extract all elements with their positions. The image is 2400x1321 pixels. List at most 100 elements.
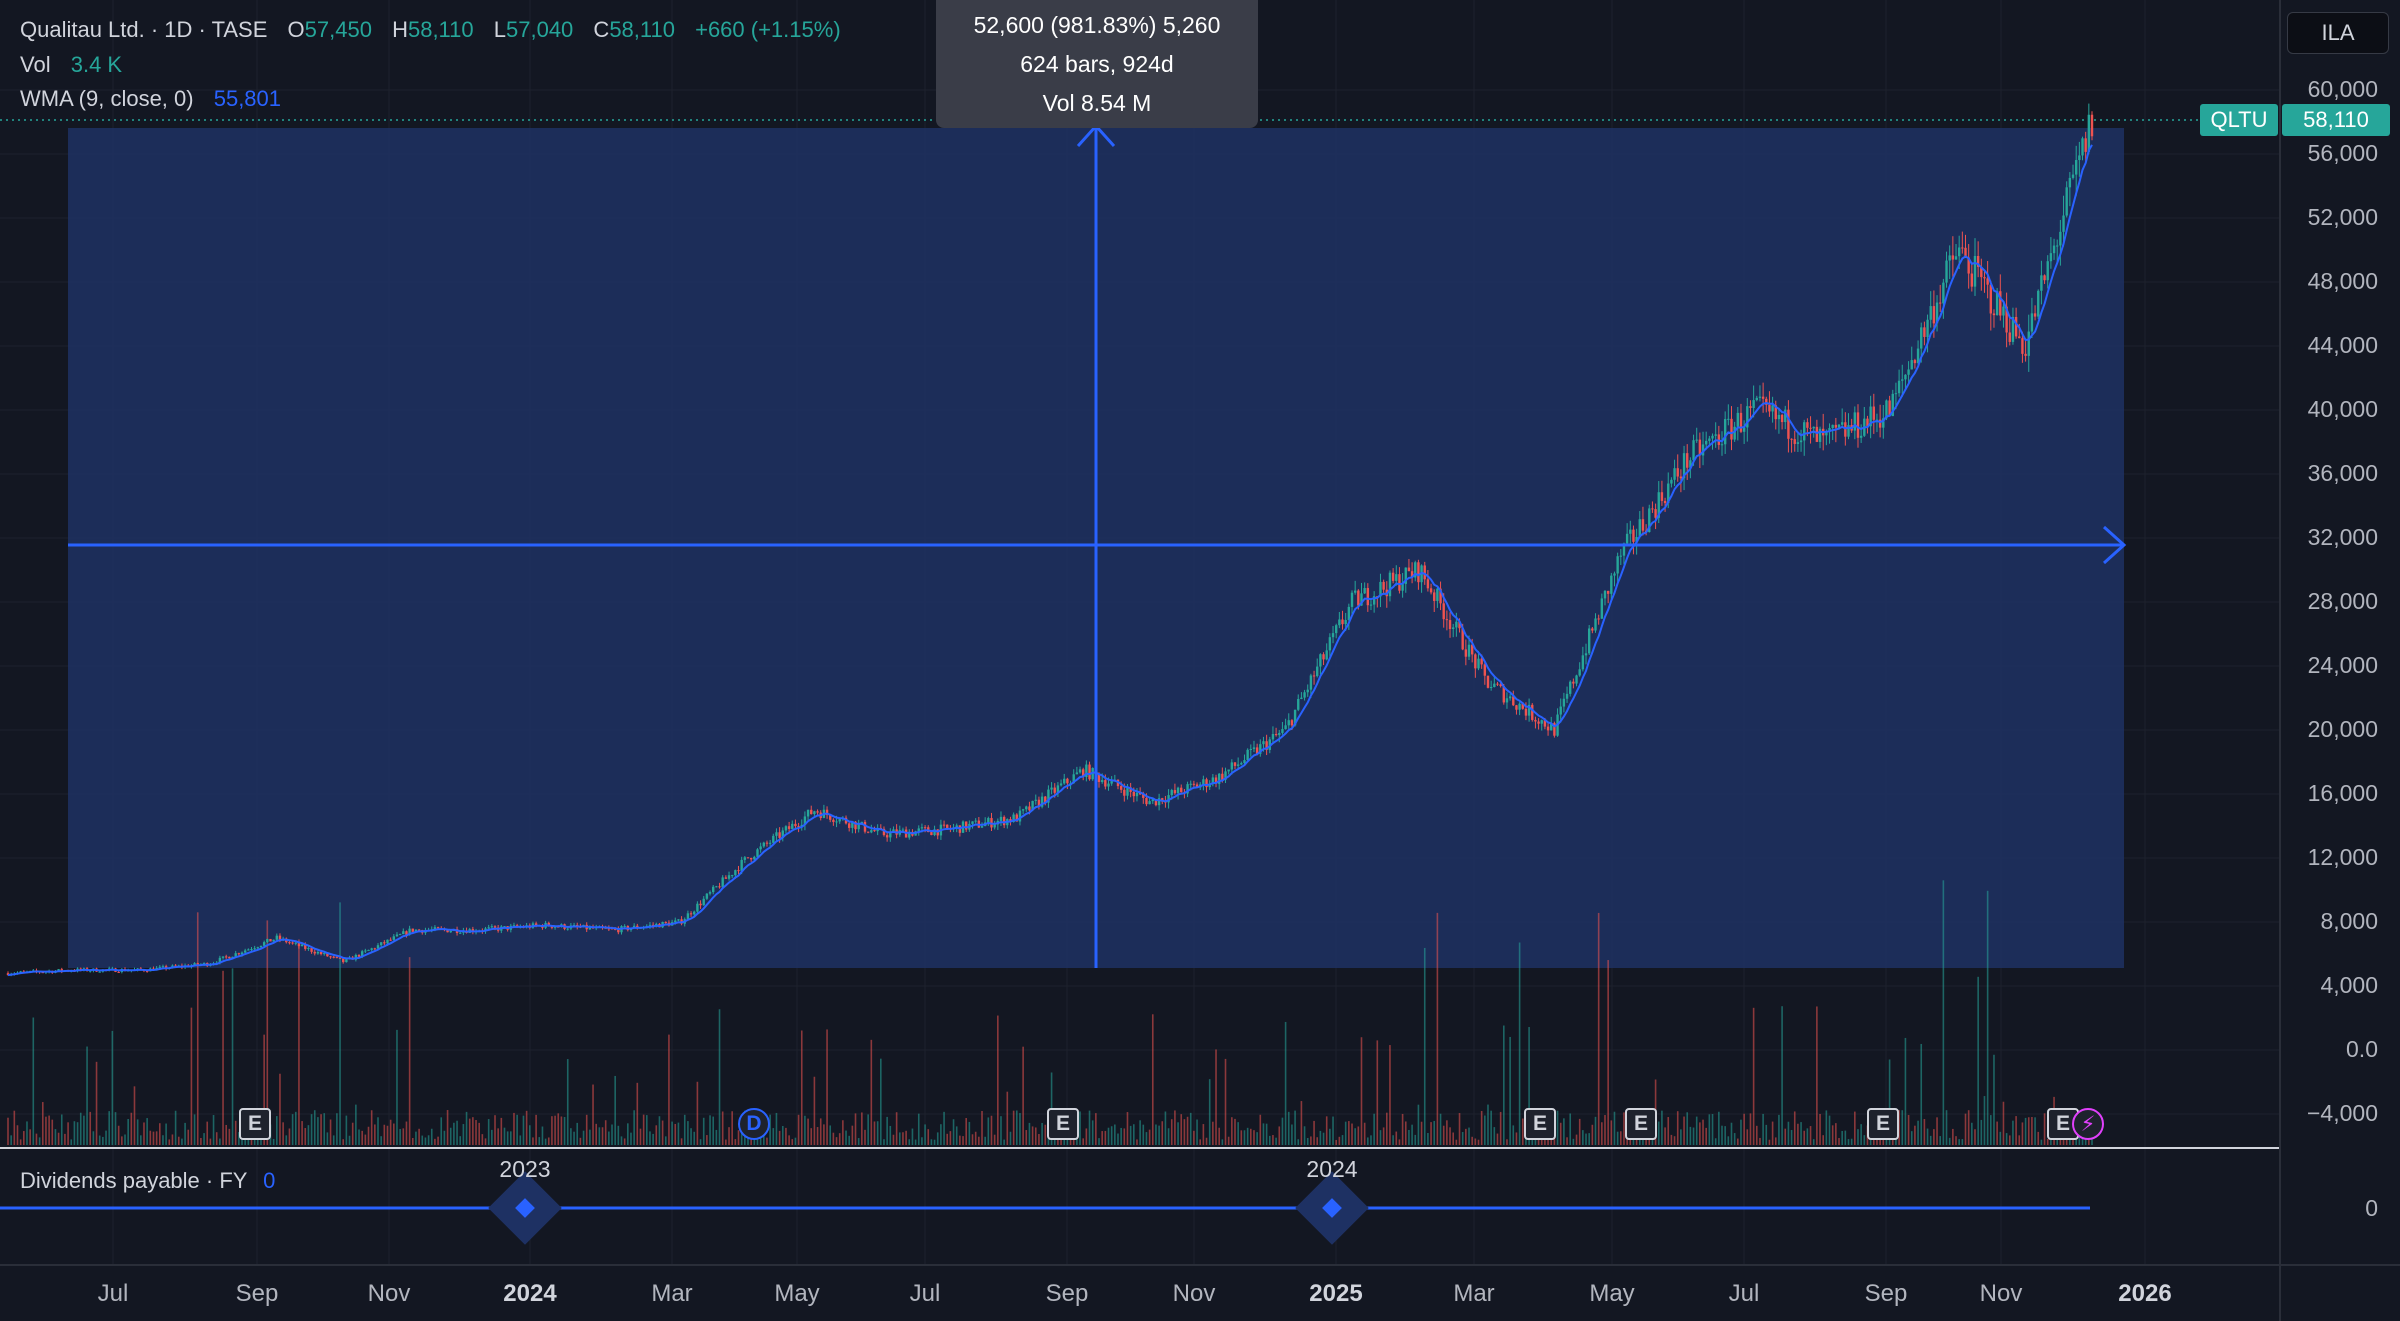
candle-body bbox=[1733, 426, 1736, 440]
candle-body bbox=[2078, 155, 2081, 161]
candle-body bbox=[1486, 675, 1490, 688]
candle-body bbox=[696, 903, 699, 912]
candle-body bbox=[1059, 783, 1063, 786]
candle-body bbox=[1641, 519, 1645, 531]
volume-bar bbox=[595, 1123, 598, 1145]
candle-body bbox=[1262, 741, 1265, 745]
volume-legend[interactable]: Vol 3.4 K bbox=[20, 52, 122, 78]
candle-body bbox=[345, 959, 348, 963]
volume-bar bbox=[1291, 1124, 1293, 1145]
volume-bar bbox=[1800, 1122, 1802, 1145]
volume-bar bbox=[2040, 1139, 2043, 1145]
candle-body bbox=[1761, 396, 1765, 399]
volume-bar bbox=[1493, 1127, 1496, 1145]
volume-bar bbox=[1465, 1128, 1467, 1145]
volume-bar bbox=[1986, 890, 1989, 1145]
candle-body bbox=[1711, 435, 1714, 439]
candle-body bbox=[810, 809, 813, 815]
volume-bar bbox=[544, 1138, 547, 1145]
close-value: 58,110 bbox=[609, 17, 675, 42]
candle-body bbox=[1524, 708, 1528, 716]
volume-bar bbox=[1702, 1119, 1704, 1145]
candle-body bbox=[449, 930, 452, 933]
candle-body bbox=[297, 942, 301, 947]
earnings-event-icon[interactable]: E bbox=[1524, 1108, 1556, 1140]
currency-button[interactable]: ILA bbox=[2287, 12, 2389, 54]
candle-body bbox=[1910, 360, 1913, 370]
wma-legend[interactable]: WMA (9, close, 0) 55,801 bbox=[20, 86, 281, 112]
candle-body bbox=[1448, 620, 1452, 630]
volume-bar bbox=[1404, 1121, 1407, 1145]
volume-bar bbox=[1095, 1113, 1097, 1145]
candle-body bbox=[1334, 625, 1338, 634]
open-value: 57,450 bbox=[304, 17, 372, 42]
dividends-legend[interactable]: Dividends payable · FY 0 bbox=[20, 1168, 275, 1194]
volume-bar bbox=[1234, 1118, 1236, 1145]
volume-bar bbox=[611, 1124, 613, 1145]
candle-body bbox=[1651, 508, 1654, 510]
volume-bar bbox=[1259, 1114, 1262, 1145]
candle-body bbox=[1110, 780, 1113, 784]
candle-body bbox=[1293, 709, 1297, 726]
dividend-event-icon[interactable]: D bbox=[738, 1108, 770, 1140]
earnings-event-icon[interactable]: E bbox=[1625, 1108, 1657, 1140]
volume-bar bbox=[1771, 1121, 1774, 1145]
volume-bar bbox=[1360, 1037, 1363, 1145]
candle-body bbox=[829, 815, 832, 820]
volume-bar bbox=[658, 1116, 661, 1145]
candle-body bbox=[1657, 492, 1660, 518]
volume-bar bbox=[1563, 1118, 1565, 1145]
volume-bar bbox=[430, 1128, 433, 1145]
volume-bar bbox=[1838, 1138, 1840, 1145]
volume-bar bbox=[1015, 1110, 1018, 1145]
dividend-year-2024: 2024 bbox=[1306, 1156, 1358, 1182]
candle-body bbox=[1667, 483, 1670, 504]
candle-body bbox=[1916, 348, 1920, 364]
candle-body bbox=[411, 928, 414, 932]
price-tick-label: 16,000 bbox=[2307, 780, 2378, 806]
volume-bar bbox=[990, 1115, 993, 1145]
volume-bar bbox=[630, 1132, 632, 1145]
candle-body bbox=[1423, 565, 1426, 580]
dividend-marker bbox=[1322, 1198, 1342, 1218]
volume-bar bbox=[547, 1137, 550, 1145]
earnings-event-icon[interactable]: E bbox=[1047, 1108, 1079, 1140]
volume-bar bbox=[2021, 1122, 2024, 1145]
volume-bar bbox=[1041, 1122, 1043, 1145]
price-tick-label: 52,000 bbox=[2307, 204, 2378, 230]
volume-bar bbox=[1597, 912, 1600, 1145]
lightning-event-icon[interactable]: ⚡ bbox=[2072, 1108, 2104, 1140]
candle-body bbox=[389, 939, 392, 941]
volume-bar bbox=[1474, 1138, 1477, 1145]
candle-body bbox=[1379, 581, 1382, 597]
volume-bar bbox=[1240, 1130, 1243, 1145]
volume-bar bbox=[1335, 1139, 1337, 1145]
candle-body bbox=[275, 935, 279, 940]
candle-body bbox=[920, 827, 924, 829]
candle-body bbox=[1720, 444, 1724, 446]
price-tick-label: 28,000 bbox=[2307, 588, 2378, 614]
candle-body bbox=[1619, 555, 1623, 557]
volume-bar bbox=[1983, 1096, 1986, 1145]
candle-body bbox=[487, 927, 490, 929]
candle-body bbox=[414, 929, 418, 932]
volume-bar bbox=[1964, 1113, 1967, 1145]
volume-bar bbox=[1680, 1129, 1682, 1145]
candle-body bbox=[835, 821, 838, 823]
volume-bar bbox=[1487, 1104, 1489, 1145]
earnings-event-icon[interactable]: E bbox=[239, 1108, 271, 1140]
candle-body bbox=[1616, 556, 1619, 574]
volume-bar bbox=[193, 1114, 196, 1145]
volume-bar bbox=[342, 1139, 345, 1145]
volume-bar bbox=[2046, 1138, 2049, 1145]
volume-bar bbox=[917, 1113, 920, 1145]
volume-bar bbox=[1069, 1139, 1072, 1145]
volume-bar bbox=[1427, 1132, 1429, 1145]
volume-bar bbox=[1661, 1110, 1663, 1145]
candle-body bbox=[1742, 427, 1746, 432]
earnings-event-icon[interactable]: E bbox=[1867, 1108, 1899, 1140]
candle-body bbox=[1205, 779, 1208, 788]
symbol-name[interactable]: Qualitau Ltd. bbox=[20, 17, 145, 42]
candle-body bbox=[1695, 439, 1698, 441]
